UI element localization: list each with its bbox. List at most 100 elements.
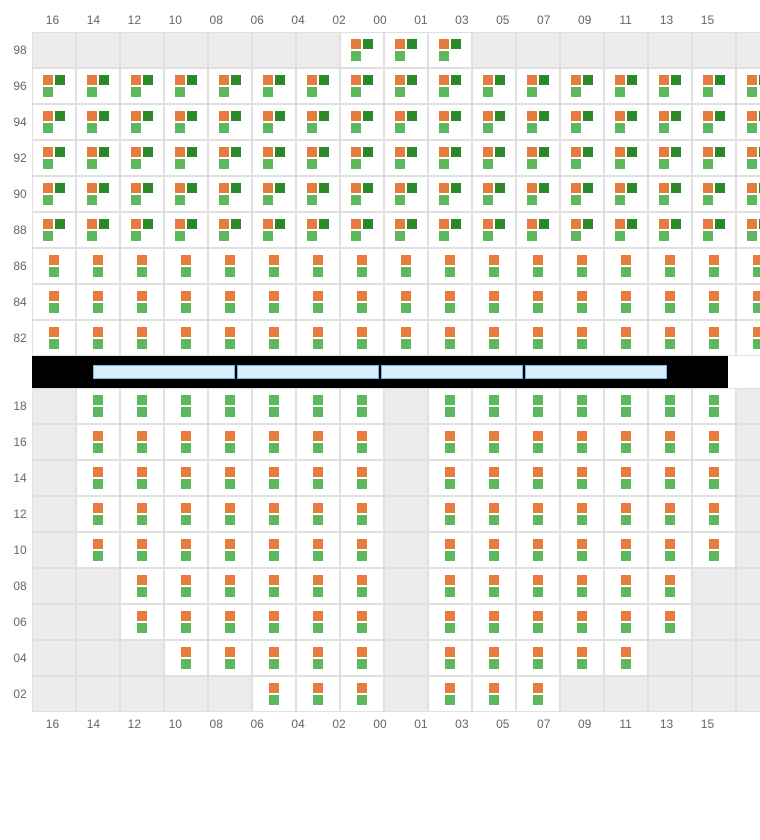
seat-cell[interactable] [208, 568, 252, 604]
seat-cell[interactable] [120, 104, 164, 140]
seat-cell[interactable] [428, 248, 472, 284]
seat-cell[interactable] [604, 248, 648, 284]
seat-cell[interactable] [692, 424, 736, 460]
seat-cell[interactable] [208, 388, 252, 424]
seat-cell[interactable] [516, 104, 560, 140]
seat-cell[interactable] [296, 176, 340, 212]
seat-cell[interactable] [560, 424, 604, 460]
seat-cell[interactable] [340, 640, 384, 676]
seat-cell[interactable] [208, 176, 252, 212]
seat-cell[interactable] [120, 212, 164, 248]
seat-cell[interactable] [164, 68, 208, 104]
seat-cell[interactable] [516, 640, 560, 676]
seat-cell[interactable] [472, 424, 516, 460]
seat-cell[interactable] [736, 212, 760, 248]
seat-cell[interactable] [428, 388, 472, 424]
seat-cell[interactable] [252, 640, 296, 676]
seat-cell[interactable] [296, 568, 340, 604]
seat-cell[interactable] [560, 388, 604, 424]
seat-cell[interactable] [32, 104, 76, 140]
seat-cell[interactable] [296, 284, 340, 320]
seat-cell[interactable] [208, 140, 252, 176]
seat-cell[interactable] [648, 212, 692, 248]
seat-cell[interactable] [560, 460, 604, 496]
seat-cell[interactable] [164, 248, 208, 284]
seat-cell[interactable] [516, 284, 560, 320]
seat-cell[interactable] [648, 176, 692, 212]
seat-cell[interactable] [604, 284, 648, 320]
seat-cell[interactable] [164, 140, 208, 176]
seat-cell[interactable] [384, 32, 428, 68]
seat-cell[interactable] [472, 140, 516, 176]
seat-cell[interactable] [472, 604, 516, 640]
seat-cell[interactable] [604, 424, 648, 460]
seat-cell[interactable] [120, 176, 164, 212]
seat-cell[interactable] [384, 248, 428, 284]
seat-cell[interactable] [648, 496, 692, 532]
seat-cell[interactable] [208, 320, 252, 356]
seat-cell[interactable] [472, 496, 516, 532]
seat-cell[interactable] [736, 68, 760, 104]
seat-cell[interactable] [208, 284, 252, 320]
seat-cell[interactable] [428, 424, 472, 460]
seat-cell[interactable] [648, 140, 692, 176]
seat-cell[interactable] [208, 212, 252, 248]
seat-cell[interactable] [164, 212, 208, 248]
seat-cell[interactable] [384, 68, 428, 104]
seat-cell[interactable] [340, 176, 384, 212]
seat-cell[interactable] [76, 496, 120, 532]
seat-cell[interactable] [472, 676, 516, 712]
seat-cell[interactable] [340, 32, 384, 68]
seat-cell[interactable] [516, 176, 560, 212]
seat-cell[interactable] [736, 248, 760, 284]
seat-cell[interactable] [692, 320, 736, 356]
seat-cell[interactable] [604, 68, 648, 104]
seat-cell[interactable] [252, 284, 296, 320]
seat-cell[interactable] [604, 604, 648, 640]
seat-cell[interactable] [428, 284, 472, 320]
seat-cell[interactable] [296, 68, 340, 104]
seat-cell[interactable] [76, 68, 120, 104]
seat-cell[interactable] [692, 388, 736, 424]
seat-cell[interactable] [560, 604, 604, 640]
seat-cell[interactable] [76, 176, 120, 212]
seat-cell[interactable] [428, 68, 472, 104]
seat-cell[interactable] [692, 104, 736, 140]
seat-cell[interactable] [296, 496, 340, 532]
seat-cell[interactable] [340, 604, 384, 640]
seat-cell[interactable] [340, 424, 384, 460]
seat-cell[interactable] [516, 460, 560, 496]
seat-cell[interactable] [296, 320, 340, 356]
seat-cell[interactable] [76, 140, 120, 176]
seat-cell[interactable] [692, 496, 736, 532]
seat-cell[interactable] [252, 248, 296, 284]
seat-cell[interactable] [428, 320, 472, 356]
seat-cell[interactable] [472, 568, 516, 604]
seat-cell[interactable] [120, 248, 164, 284]
seat-cell[interactable] [516, 604, 560, 640]
seat-cell[interactable] [340, 320, 384, 356]
seat-cell[interactable] [208, 68, 252, 104]
seat-cell[interactable] [648, 284, 692, 320]
seat-cell[interactable] [164, 496, 208, 532]
seat-cell[interactable] [252, 568, 296, 604]
seat-cell[interactable] [340, 676, 384, 712]
seat-cell[interactable] [560, 568, 604, 604]
seat-cell[interactable] [384, 284, 428, 320]
seat-cell[interactable] [428, 568, 472, 604]
seat-cell[interactable] [560, 140, 604, 176]
seat-cell[interactable] [384, 176, 428, 212]
seat-cell[interactable] [472, 212, 516, 248]
seat-cell[interactable] [604, 212, 648, 248]
seat-cell[interactable] [164, 104, 208, 140]
seat-cell[interactable] [648, 68, 692, 104]
seat-cell[interactable] [32, 140, 76, 176]
seat-cell[interactable] [560, 284, 604, 320]
seat-cell[interactable] [164, 388, 208, 424]
seat-cell[interactable] [32, 68, 76, 104]
seat-cell[interactable] [120, 604, 164, 640]
seat-cell[interactable] [340, 284, 384, 320]
seat-cell[interactable] [384, 212, 428, 248]
seat-cell[interactable] [472, 176, 516, 212]
seat-cell[interactable] [296, 676, 340, 712]
